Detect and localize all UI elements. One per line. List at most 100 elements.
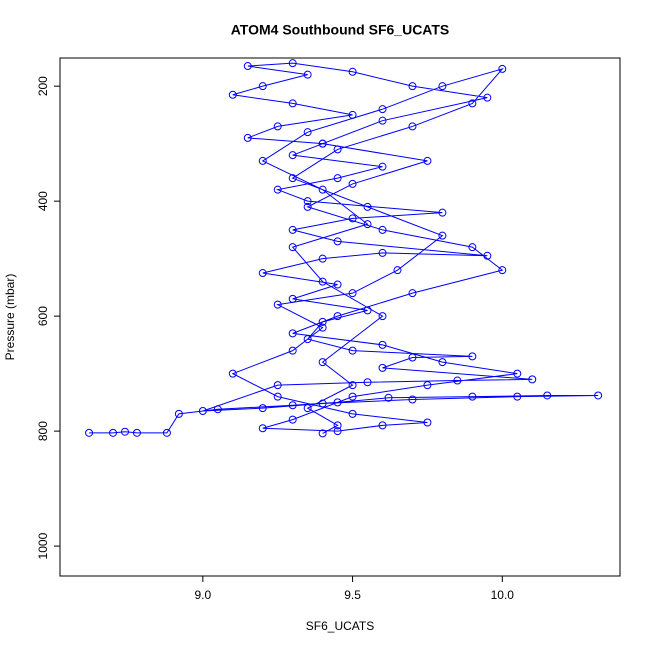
data-point: [528, 375, 537, 384]
data-point: [288, 151, 297, 160]
data-point: [273, 392, 282, 401]
data-point: [378, 116, 387, 125]
data-point: [228, 369, 237, 378]
y-tick-label: 200: [36, 76, 50, 96]
data-point: [228, 90, 237, 99]
data-point: [333, 312, 342, 321]
data-point: [348, 381, 357, 390]
data-point: [273, 185, 282, 194]
data-point: [258, 269, 267, 278]
data-point: [258, 404, 267, 413]
data-point: [162, 428, 171, 437]
y-tick-label: 800: [36, 421, 50, 441]
data-point: [333, 421, 342, 430]
data-point: [318, 139, 327, 148]
data-point: [378, 312, 387, 321]
data-point: [318, 277, 327, 286]
data-point: [408, 395, 417, 404]
data-point: [468, 99, 477, 108]
data-point: [333, 145, 342, 154]
y-tick-label: 400: [36, 191, 50, 211]
data-point: [594, 391, 603, 400]
data-point: [85, 428, 94, 437]
data-point: [318, 358, 327, 367]
data-point: [348, 110, 357, 119]
data-point: [174, 409, 183, 418]
data-point: [408, 353, 417, 362]
data-point: [288, 225, 297, 234]
data-point: [303, 202, 312, 211]
data-point: [258, 156, 267, 165]
data-point: [363, 306, 372, 315]
data-point: [288, 243, 297, 252]
data-point: [363, 378, 372, 387]
data-point: [348, 392, 357, 401]
data-point: [498, 64, 507, 73]
data-point: [378, 363, 387, 372]
y-tick-label: 1000: [36, 532, 50, 559]
data-point: [348, 67, 357, 76]
data-point: [258, 424, 267, 433]
data-point: [378, 248, 387, 257]
data-point: [438, 358, 447, 367]
data-point: [318, 185, 327, 194]
data-point: [318, 399, 327, 408]
data-point: [453, 376, 462, 385]
data-point: [333, 174, 342, 183]
data-point: [468, 243, 477, 252]
data-point: [384, 393, 393, 402]
x-tick-label: 9.5: [344, 588, 361, 602]
data-point: [348, 289, 357, 298]
data-point: [303, 70, 312, 79]
data-point: [378, 225, 387, 234]
data-point: [333, 280, 342, 289]
data-point: [438, 208, 447, 217]
data-point: [273, 381, 282, 390]
series-line: [89, 62, 599, 434]
data-point: [378, 162, 387, 171]
data-point: [483, 93, 492, 102]
data-point: [318, 323, 327, 332]
data-point: [288, 401, 297, 410]
data-point: [423, 381, 432, 390]
data-point: [288, 99, 297, 108]
data-point: [348, 346, 357, 355]
data-point: [288, 415, 297, 424]
data-point: [303, 197, 312, 206]
data-point: [288, 174, 297, 183]
data-point: [213, 405, 222, 414]
data-point: [303, 335, 312, 344]
data-point: [198, 406, 207, 415]
data-point: [348, 179, 357, 188]
data-point: [348, 409, 357, 418]
data-point: [408, 82, 417, 91]
data-point: [273, 300, 282, 309]
data-point: [468, 352, 477, 361]
data-point: [468, 392, 477, 401]
data-point: [423, 418, 432, 427]
data-point: [408, 122, 417, 131]
data-point: [378, 105, 387, 114]
data-point: [423, 156, 432, 165]
data-point: [543, 391, 552, 400]
x-tick-label: 10.0: [491, 588, 515, 602]
data-point: [303, 404, 312, 413]
data-point: [483, 251, 492, 260]
x-tick-label: 9.0: [195, 588, 212, 602]
data-point: [498, 266, 507, 275]
data-point: [288, 59, 297, 68]
data-point: [333, 237, 342, 246]
data-point: [513, 369, 522, 378]
data-point: [438, 231, 447, 240]
data-point: [333, 427, 342, 436]
data-point: [243, 133, 252, 142]
data-point: [513, 392, 522, 401]
data-point: [288, 294, 297, 303]
data-point: [438, 82, 447, 91]
data-point: [408, 289, 417, 298]
data-point: [132, 428, 141, 437]
data-point: [318, 254, 327, 263]
data-point: [363, 220, 372, 229]
